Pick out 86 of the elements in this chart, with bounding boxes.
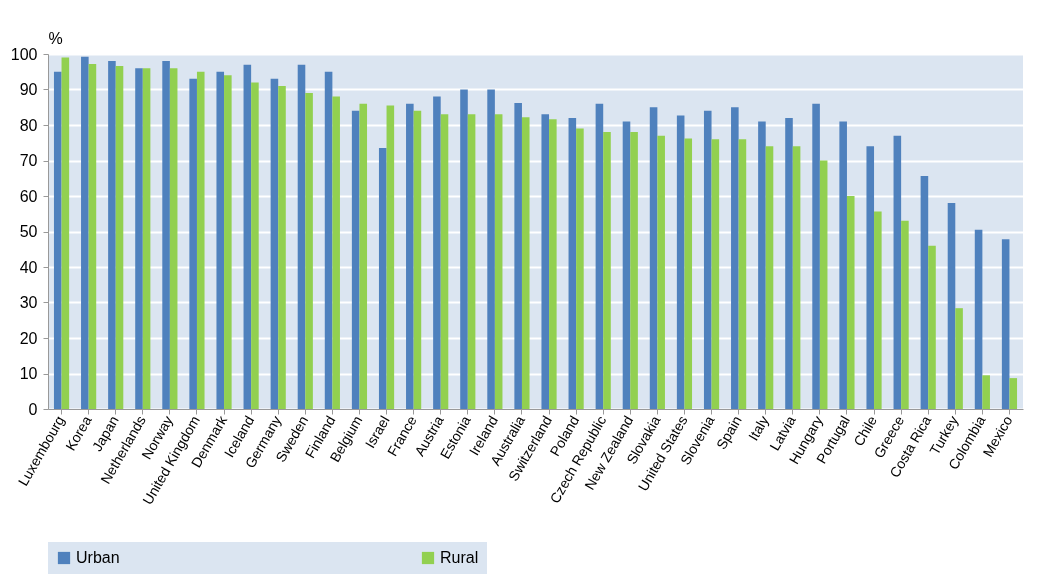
bar <box>142 68 151 409</box>
bar <box>413 110 422 409</box>
bar <box>731 107 739 409</box>
bar <box>630 132 638 409</box>
y-tick-label: 40 <box>19 258 38 276</box>
bar <box>108 61 116 409</box>
y-tick-label: 90 <box>19 81 38 98</box>
bar <box>305 93 313 409</box>
bar <box>53 71 62 409</box>
bar <box>433 96 441 409</box>
bar <box>521 117 530 409</box>
legend-label: Rural <box>440 549 479 566</box>
bar <box>297 64 306 409</box>
bar <box>251 82 259 409</box>
bar <box>162 61 170 409</box>
y-tick-label: 10 <box>19 365 38 382</box>
bar <box>893 135 902 409</box>
bar <box>812 103 820 409</box>
bar <box>874 211 882 409</box>
bar <box>487 89 495 409</box>
bar <box>866 146 875 409</box>
bar <box>541 114 550 409</box>
bar <box>649 107 658 409</box>
bar <box>359 103 368 409</box>
bar <box>846 196 855 409</box>
bar <box>224 75 232 409</box>
bar <box>711 139 720 409</box>
bar <box>196 71 205 409</box>
bar <box>467 114 476 409</box>
y-tick-label: 60 <box>19 187 38 205</box>
bar <box>955 308 963 409</box>
bar <box>494 114 503 409</box>
bar <box>324 71 333 409</box>
bar <box>549 119 557 409</box>
y-tick-label: 20 <box>19 329 38 347</box>
bar <box>568 117 577 409</box>
bar <box>765 146 774 409</box>
bar <box>189 78 197 409</box>
bar <box>61 57 70 409</box>
bar <box>758 121 766 409</box>
bar <box>974 229 983 409</box>
y-tick-label: 80 <box>19 116 38 134</box>
bar <box>135 68 143 409</box>
y-axis-title: % <box>48 29 63 47</box>
bar <box>243 64 252 409</box>
bar <box>684 138 693 409</box>
bar <box>622 121 631 409</box>
bar <box>169 68 178 409</box>
bar <box>576 128 584 409</box>
bar <box>785 117 793 409</box>
bar <box>460 89 468 409</box>
bar <box>657 135 665 409</box>
bar <box>901 220 909 409</box>
bar <box>270 78 279 409</box>
bar <box>703 110 712 409</box>
bar <box>440 114 449 409</box>
bar <box>216 71 225 409</box>
bar <box>595 103 604 409</box>
bar <box>1001 239 1010 409</box>
bar <box>738 139 747 409</box>
bar <box>819 160 828 409</box>
bar <box>947 203 956 409</box>
bar <box>88 63 97 409</box>
bar <box>332 96 340 409</box>
bar <box>386 105 395 409</box>
bar <box>514 102 522 409</box>
bar <box>115 66 124 409</box>
y-tick-label: 0 <box>28 400 38 418</box>
bar <box>928 245 936 409</box>
bar <box>1009 378 1018 409</box>
y-tick-label: 70 <box>19 152 38 169</box>
legend-label: Urban <box>76 549 120 566</box>
bar <box>351 110 360 409</box>
y-tick-label: 50 <box>19 223 38 240</box>
y-tick-label: 100 <box>10 45 38 63</box>
bar <box>603 132 611 409</box>
bar <box>792 146 801 409</box>
bar <box>839 121 847 409</box>
bar <box>81 56 89 409</box>
bar <box>920 176 929 409</box>
bar <box>378 148 387 409</box>
y-tick-label: 30 <box>19 294 38 311</box>
bar <box>278 85 286 409</box>
bar <box>676 115 685 409</box>
bar <box>406 103 414 409</box>
bar <box>982 375 990 409</box>
